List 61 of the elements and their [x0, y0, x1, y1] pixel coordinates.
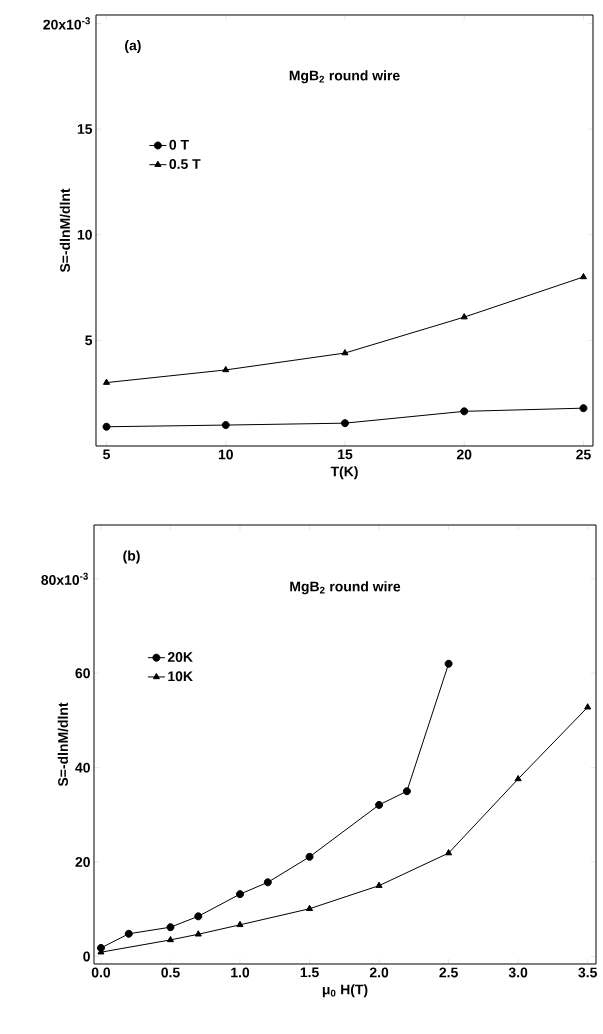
point	[402, 787, 411, 796]
x-tick-label: 0.5	[161, 967, 180, 978]
x-tick-label: 20	[456, 449, 472, 460]
x-axis-title: T(K)	[330, 466, 358, 480]
y-axis-title: S=-dlnM/dlnt	[59, 188, 71, 273]
legend-label: 0 T	[169, 139, 189, 150]
y-tick-label: 10	[77, 229, 92, 240]
point	[460, 407, 469, 416]
point	[460, 313, 468, 320]
point	[375, 800, 384, 809]
legend-label: 10K	[168, 671, 193, 682]
point	[166, 923, 175, 932]
point	[579, 272, 587, 280]
point	[194, 912, 203, 921]
point	[102, 378, 111, 385]
point	[375, 881, 383, 888]
annotation: MgB$_{2}$ round wire	[289, 70, 400, 84]
point	[445, 849, 453, 856]
point	[341, 349, 349, 356]
x-tick-label: 0.0	[91, 967, 111, 978]
y-tick-label: 5	[85, 335, 93, 346]
point	[579, 404, 588, 413]
y-tick-label: 40	[75, 762, 90, 773]
text: 80x10$^{-3}$	[41, 572, 88, 585]
x-tick-label: 3.0	[508, 967, 528, 978]
x-tick-label: 3.5	[578, 967, 597, 978]
text: 20x10$^{-3}$	[43, 17, 90, 30]
y-tick-label: 60	[75, 668, 90, 679]
point	[584, 703, 592, 710]
point	[102, 422, 111, 431]
y-tick-label: 20	[75, 857, 90, 867]
point	[340, 419, 349, 428]
point	[221, 421, 230, 430]
x-tick-label: 10	[218, 449, 233, 460]
x-tick-label: 1.5	[300, 967, 319, 978]
x-tick-label: 15	[338, 449, 353, 460]
point	[222, 365, 230, 373]
point	[306, 904, 314, 912]
annotation: MgB$_{2}$ round wire	[290, 581, 401, 595]
x-tick-label: 5	[103, 449, 110, 460]
point	[236, 920, 244, 928]
annotation: (a)	[125, 40, 141, 54]
y-axis-title: S=-dlnM/dlnt	[57, 702, 69, 787]
point	[194, 930, 202, 937]
point	[236, 890, 245, 899]
x-tick-label: 2.5	[439, 967, 458, 978]
legend-label: 0.5 T	[169, 159, 201, 169]
x-tick-label: 25	[576, 449, 591, 460]
y-tick-label: 15	[77, 124, 93, 134]
x-tick-label: 2.0	[369, 967, 389, 978]
legend-label: 20K	[167, 652, 193, 662]
point	[305, 852, 314, 861]
point	[263, 878, 272, 887]
x-axis-title: μ$_{0}$ H(T)	[322, 984, 368, 998]
y-tick-label: 0	[83, 951, 90, 962]
point	[124, 929, 133, 938]
annotation: (b)	[123, 550, 140, 564]
point	[166, 935, 175, 943]
point	[444, 659, 453, 668]
x-tick-label: 1.0	[231, 967, 250, 978]
point	[514, 774, 522, 782]
